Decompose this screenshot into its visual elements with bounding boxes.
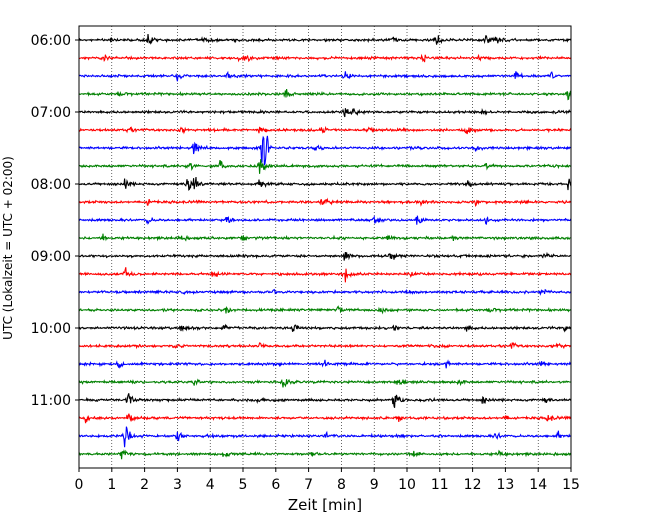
y-tick-label: 08:00 — [31, 177, 71, 193]
x-axis-label: Zeit [min] — [288, 496, 362, 514]
vertical-grid — [111, 26, 539, 468]
trace-0845 — [79, 233, 571, 242]
x-tick-label: 9 — [370, 477, 379, 493]
x-tick-label: 13 — [496, 477, 514, 493]
x-tick-label: 2 — [140, 477, 149, 493]
y-tick-label: 06:00 — [31, 33, 71, 49]
trace-1115 — [79, 413, 571, 424]
trace-0900 — [79, 251, 571, 261]
x-axis-ticks: 0 1 2 3 4 5 6 7 8 9 10 11 12 13 14 15 — [75, 468, 580, 493]
trace-1145 — [79, 449, 571, 460]
y-tick-label: 11:00 — [31, 393, 71, 409]
trace-0800 — [79, 177, 571, 191]
trace-1000 — [79, 323, 571, 333]
trace-0930 — [79, 288, 571, 296]
plot-frame — [78, 25, 572, 469]
x-tick-label: 11 — [431, 477, 449, 493]
x-tick-label: 15 — [562, 477, 580, 493]
trace-0600 — [79, 33, 571, 45]
trace-0830 — [79, 214, 571, 225]
trace-0915 — [79, 267, 571, 283]
trace-1100 — [79, 393, 571, 408]
trace-0745 — [79, 159, 571, 174]
x-tick-label: 7 — [304, 477, 313, 493]
trace-0715 — [79, 125, 571, 135]
y-tick-label: 07:00 — [31, 105, 71, 121]
x-tick-label: 1 — [107, 477, 116, 493]
y-tick-label: 09:00 — [31, 249, 71, 265]
x-tick-label: 6 — [271, 477, 280, 493]
trace-1030 — [79, 359, 571, 369]
x-tick-label: 8 — [337, 477, 346, 493]
y-tick-label: 10:00 — [31, 321, 71, 337]
x-tick-label: 14 — [529, 477, 547, 493]
trace-0815 — [79, 197, 571, 208]
trace-0700 — [79, 108, 571, 118]
x-tick-label: 4 — [206, 477, 215, 493]
trace-1130 — [79, 426, 571, 448]
trace-0730 — [79, 135, 571, 166]
trace-1015 — [79, 342, 571, 350]
trace-0645 — [79, 88, 571, 101]
x-tick-label: 10 — [398, 477, 416, 493]
trace-0615 — [79, 53, 571, 63]
y-axis-label: UTC (Lokalzeit = UTC + 02:00) — [1, 156, 15, 340]
x-tick-label: 0 — [75, 477, 84, 493]
y-axis-ticks: 06:00 07:00 08:00 09:00 10:00 11:00 — [31, 33, 79, 409]
x-tick-label: 5 — [239, 477, 248, 493]
trace-0630 — [79, 70, 571, 82]
trace-1045 — [79, 378, 571, 388]
x-tick-label: 3 — [173, 477, 182, 493]
seismogram-traces — [79, 33, 571, 460]
trace-0945 — [79, 305, 571, 315]
x-tick-label: 12 — [464, 477, 482, 493]
